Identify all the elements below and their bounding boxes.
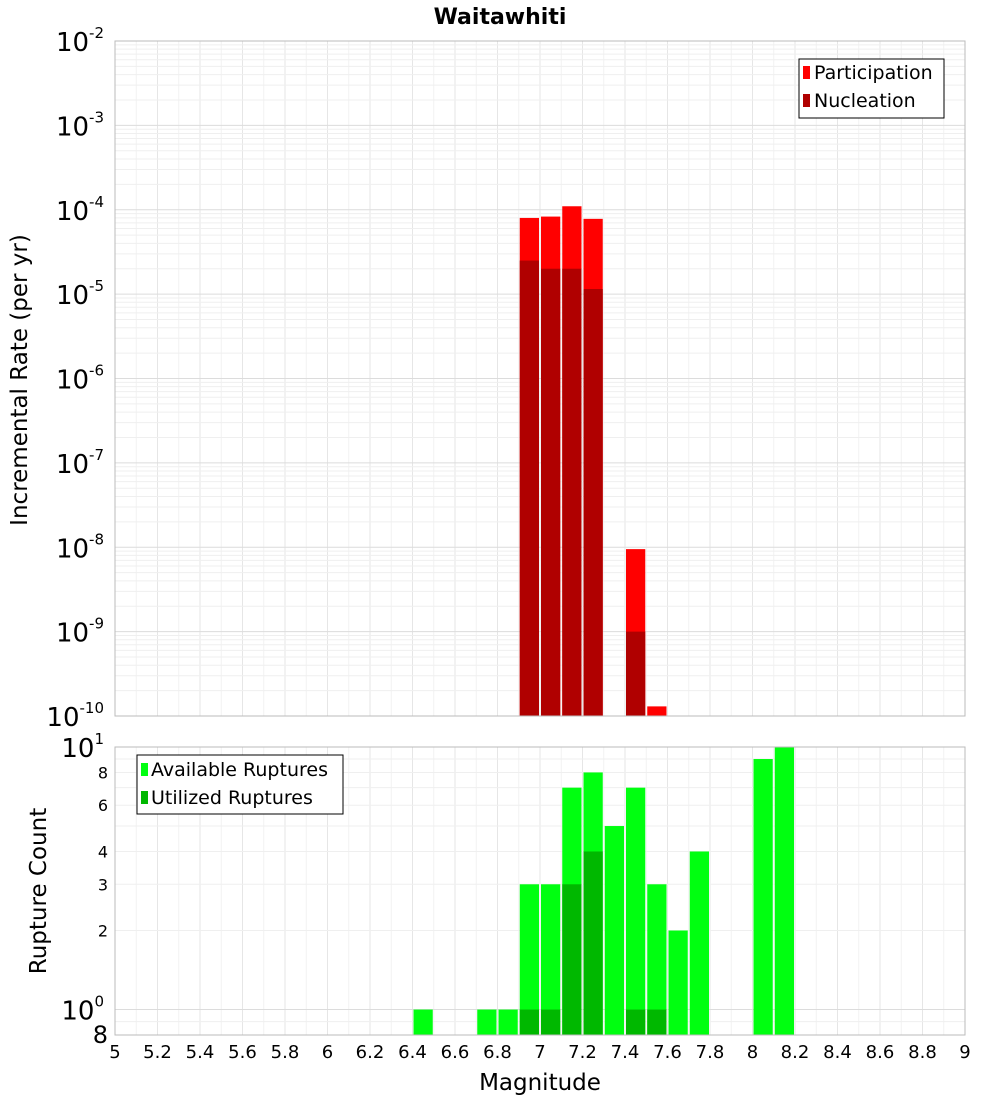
- y-tick-label: 6: [98, 796, 108, 815]
- x-tick-label: 8.8: [908, 1042, 937, 1063]
- count-bar-available-ruptures: [774, 747, 794, 1035]
- legend-label-available-ruptures: Available Ruptures: [151, 759, 328, 781]
- count-bar-available-ruptures: [604, 826, 624, 1035]
- y-tick-label: 100: [61, 993, 104, 1027]
- x-tick-label: 6: [322, 1042, 333, 1063]
- count-bar-available-ruptures: [541, 884, 561, 1035]
- count-bar-utilized-ruptures: [519, 1009, 539, 1035]
- count-bar-utilized-ruptures: [626, 1009, 646, 1035]
- rate-y-ticks: 10-2 10-3 10-4 10-5 10-6 10-7 10-8 10-9 10-10: [46, 24, 104, 733]
- y-tick-label: 10-5: [56, 277, 104, 311]
- legend-label-participation: Participation: [814, 62, 933, 84]
- x-tick-label: 5.2: [143, 1042, 172, 1063]
- legend-label-nucleation: Nucleation: [814, 90, 916, 112]
- legend-swatch-utilized-ruptures: [141, 791, 148, 804]
- x-tick-label: 5.8: [271, 1042, 300, 1063]
- y-tick-label: 8: [93, 1021, 108, 1049]
- x-tick-label: 6.4: [398, 1042, 427, 1063]
- y-tick-label: 4: [98, 842, 108, 861]
- count-bar-utilized-ruptures: [562, 884, 582, 1035]
- x-tick-labels: 5 5.2 5.4 5.6 5.8 6 6.2 6.4 6.6 6.8 7 7.2 7.4 7.6 7.8 8…: [109, 1042, 970, 1063]
- count-bars: [413, 747, 794, 1035]
- count-bar-available-ruptures: [519, 884, 539, 1035]
- rate-panel: 10-2 10-3 10-4 10-5 10-6 10-7 10-8 10-9 10-10 In…: [7, 24, 966, 733]
- x-tick-label: 5.4: [186, 1042, 215, 1063]
- rate-bar-nucleation: [583, 289, 603, 716]
- x-tick-label: 7: [534, 1042, 545, 1063]
- y-tick-label: 10-6: [56, 362, 104, 396]
- count-legend: Available Ruptures Utilized Ruptures: [136, 754, 344, 815]
- count-y-axis-label: Rupture Count: [26, 808, 52, 974]
- rate-legend: Participation Nucleation: [798, 58, 945, 119]
- x-tick-label: 6.8: [483, 1042, 512, 1063]
- x-tick-label: 7.2: [568, 1042, 597, 1063]
- x-tick-label: 5.6: [228, 1042, 257, 1063]
- count-bar-available-ruptures: [498, 1009, 518, 1035]
- x-tick-label: 7.6: [653, 1042, 682, 1063]
- count-plot-frame: [114, 746, 966, 1036]
- rate-bar-nucleation: [562, 268, 582, 716]
- x-tick-label: 6.6: [441, 1042, 470, 1063]
- x-tick-label: 8.2: [781, 1042, 810, 1063]
- rate-plot-frame: [114, 40, 966, 717]
- y-tick-label: 10-2: [56, 24, 104, 58]
- rate-bar-nucleation: [626, 631, 646, 716]
- count-bar-utilized-ruptures: [647, 1009, 667, 1035]
- count-bar-available-ruptures: [626, 787, 646, 1035]
- rate-bars: [519, 206, 667, 716]
- legend-swatch-participation: [803, 66, 810, 79]
- x-axis-label: Magnitude: [479, 1070, 601, 1096]
- y-tick-label: 2: [98, 922, 108, 941]
- count-bar-available-ruptures: [753, 759, 773, 1035]
- y-tick-label: 10-10: [46, 699, 104, 733]
- x-tick-label: 8: [747, 1042, 758, 1063]
- y-tick-label: 3: [98, 875, 108, 894]
- count-bar-utilized-ruptures: [583, 851, 603, 1035]
- count-bar-utilized-ruptures: [541, 1009, 561, 1035]
- legend-swatch-nucleation: [803, 94, 810, 107]
- x-tick-label: 9: [959, 1042, 970, 1063]
- count-bar-available-ruptures: [647, 884, 667, 1035]
- x-tick-label: 7.4: [611, 1042, 640, 1063]
- x-tick-label: 8.6: [866, 1042, 895, 1063]
- count-bar-available-ruptures: [689, 851, 709, 1035]
- y-tick-label: 10-7: [56, 446, 104, 480]
- x-tick-label: 8.4: [823, 1042, 852, 1063]
- x-tick-label: 6.2: [356, 1042, 385, 1063]
- x-tick-label: 7.8: [696, 1042, 725, 1063]
- rate-bar-participation: [647, 706, 667, 716]
- y-tick-label: 8: [98, 763, 108, 782]
- rate-bar-nucleation: [519, 260, 539, 716]
- rate-bar-nucleation: [541, 268, 561, 716]
- rate-y-axis-label: Incremental Rate (per yr): [7, 234, 33, 526]
- y-tick-label: 10-3: [56, 108, 104, 142]
- y-tick-label: 10-8: [56, 530, 104, 564]
- legend-swatch-available-ruptures: [141, 763, 148, 776]
- y-tick-label: 10-4: [56, 193, 104, 227]
- count-bar-available-ruptures: [413, 1009, 433, 1035]
- rate-grid: [114, 40, 966, 717]
- legend-label-utilized-ruptures: Utilized Ruptures: [151, 787, 313, 809]
- chart-title: Waitawhiti: [434, 5, 567, 30]
- x-tick-label: 5: [109, 1042, 120, 1063]
- rate-legend-box: [798, 58, 945, 119]
- y-tick-label: 10-9: [56, 615, 104, 649]
- count-bar-available-ruptures: [668, 930, 688, 1035]
- count-bar-available-ruptures: [477, 1009, 497, 1035]
- y-tick-label: 101: [61, 730, 104, 764]
- count-legend-box: [136, 754, 344, 815]
